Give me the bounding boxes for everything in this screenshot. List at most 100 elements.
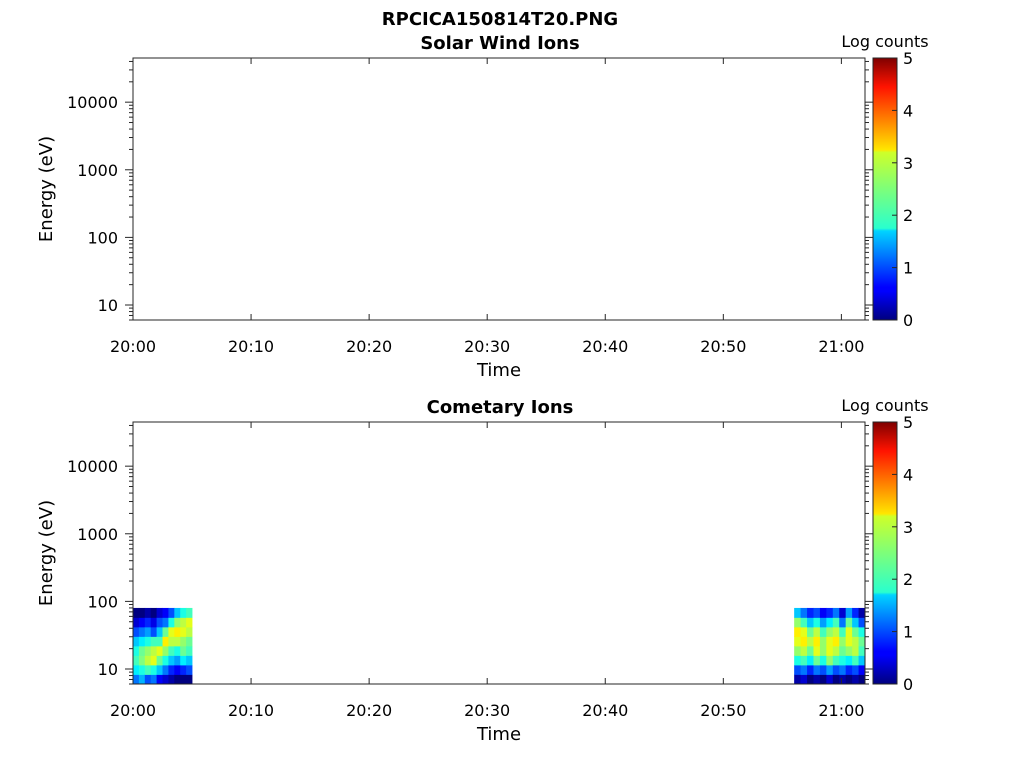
spectrogram-cell (826, 664, 834, 675)
spectrogram-cell (832, 645, 840, 656)
spectrogram-cell (156, 626, 163, 637)
spectrogram-cell (144, 664, 152, 675)
y-axis-label-cometary: Energy (eV) (36, 500, 57, 606)
spectrogram-cell (138, 626, 146, 637)
colorbar-tick-label: 1 (903, 623, 913, 642)
spectrogram-cell (845, 636, 853, 647)
x-tick-label: 20:10 (228, 337, 274, 356)
spectrogram-cell (839, 636, 847, 647)
spectrogram-cell (819, 636, 827, 647)
spectrogram-cell (832, 655, 840, 666)
spectrogram-cell (800, 607, 808, 618)
spectrogram-cell (150, 655, 158, 666)
spectrogram-cell (858, 645, 866, 656)
spectrogram-cell (174, 645, 181, 656)
spectrogram-cell (168, 674, 175, 685)
spectrogram-cell (794, 674, 801, 685)
spectrogram-cell (168, 636, 175, 647)
spectrogram-cell (133, 607, 140, 618)
colorbar-tick-label: 0 (903, 311, 913, 330)
spectrogram-cell (807, 617, 814, 628)
panel-title-solar-wind: Solar Wind Ions (420, 33, 579, 54)
spectrogram-cell (800, 645, 808, 656)
spectrogram-cell (813, 636, 821, 647)
spectrogram-cell (138, 674, 146, 685)
y-tick-label: 1000 (77, 525, 118, 544)
spectrogram-cell (144, 645, 152, 656)
spectrogram-cell (794, 626, 801, 637)
spectrogram-cell (807, 674, 814, 685)
y-tick-label: 10 (98, 660, 118, 679)
spectrogram-cell (845, 664, 853, 675)
spectrogram-cell (852, 674, 859, 685)
spectrogram-cell (826, 607, 834, 618)
spectrogram-cell (174, 607, 181, 618)
colorbar-tick-label: 3 (903, 518, 913, 537)
spectrogram-cell (852, 655, 859, 666)
spectrogram-cell (807, 655, 814, 666)
spectrogram-cell (156, 636, 163, 647)
spectrogram-cell (138, 607, 146, 618)
spectrogram-cell (162, 626, 169, 637)
spectrogram-cell (168, 664, 175, 675)
spectrogram-cell (180, 664, 187, 675)
spectrogram-cell (162, 617, 169, 628)
spectrogram-cell (800, 626, 808, 637)
x-tick-label: 20:40 (582, 701, 628, 720)
colorbar-tick-label: 2 (903, 570, 913, 589)
spectrogram-cell (813, 617, 821, 628)
colorbar-label-cometary: Log counts (841, 396, 928, 415)
spectrogram-cell (807, 645, 814, 656)
spectrogram-cell (807, 664, 814, 675)
x-ticks-solar-wind: 20:00 20:10 20:20 20:30 20:40 20:50 21:00 (110, 58, 864, 356)
spectrogram-cell (826, 617, 834, 628)
y-tick-label: 1000 (77, 161, 118, 180)
spectrogram-cell (186, 645, 193, 656)
spectrogram-cell (839, 674, 847, 685)
spectrogram-cell (138, 645, 146, 656)
spectrogram-cell (832, 636, 840, 647)
spectrogram-cell (852, 617, 859, 628)
spectrogram-cell (813, 645, 821, 656)
spectrogram-cell (794, 636, 801, 647)
spectrogram-cell (800, 655, 808, 666)
axes-frame-solar-wind (132, 57, 866, 321)
spectrogram-cell (813, 607, 821, 618)
spectrogram-cell (839, 655, 847, 666)
spectrogram-cell (162, 664, 169, 675)
spectrogram-cell (845, 674, 853, 685)
spectrogram-cell (186, 636, 193, 647)
x-tick-label: 20:20 (346, 337, 392, 356)
spectrogram-cell (162, 636, 169, 647)
spectrogram-cell (186, 617, 193, 628)
spectrogram-cell (180, 655, 187, 666)
spectrogram-cell (826, 655, 834, 666)
spectrogram-cell (839, 617, 847, 628)
colorbar-ticks-solar-wind: 0 1 2 3 4 5 (892, 49, 913, 330)
spectrogram-cell (150, 636, 158, 647)
colorbar-tick-label: 2 (903, 206, 913, 225)
spectrogram-cell (150, 626, 158, 637)
spectrogram-cell (794, 664, 801, 675)
x-tick-label: 20:40 (582, 337, 628, 356)
spectrogram-cell (794, 645, 801, 656)
colorbar-tick-label: 5 (903, 413, 913, 432)
spectrogram-cell (156, 617, 163, 628)
spectrogram-cell (150, 607, 158, 618)
spectrogram-cell (807, 607, 814, 618)
colorbar-label-solar-wind: Log counts (841, 32, 928, 51)
spectrogram-cell (813, 655, 821, 666)
spectrogram-cell (186, 655, 193, 666)
spectrogram-cell (858, 617, 866, 628)
y-tick-label: 100 (87, 592, 118, 611)
spectrogram-cell (845, 626, 853, 637)
y-ticks-solar-wind: 10 100 1000 10000 (67, 60, 873, 321)
y-tick-label: 10000 (67, 457, 118, 476)
spectrogram-cell (845, 645, 853, 656)
colorbar-solar-wind (872, 57, 898, 321)
spectrogram-cell (144, 674, 152, 685)
spectrogram-cell (150, 645, 158, 656)
spectrogram-cell (826, 645, 834, 656)
spectrogram-cell (819, 674, 827, 685)
spectrogram-cell (174, 655, 181, 666)
